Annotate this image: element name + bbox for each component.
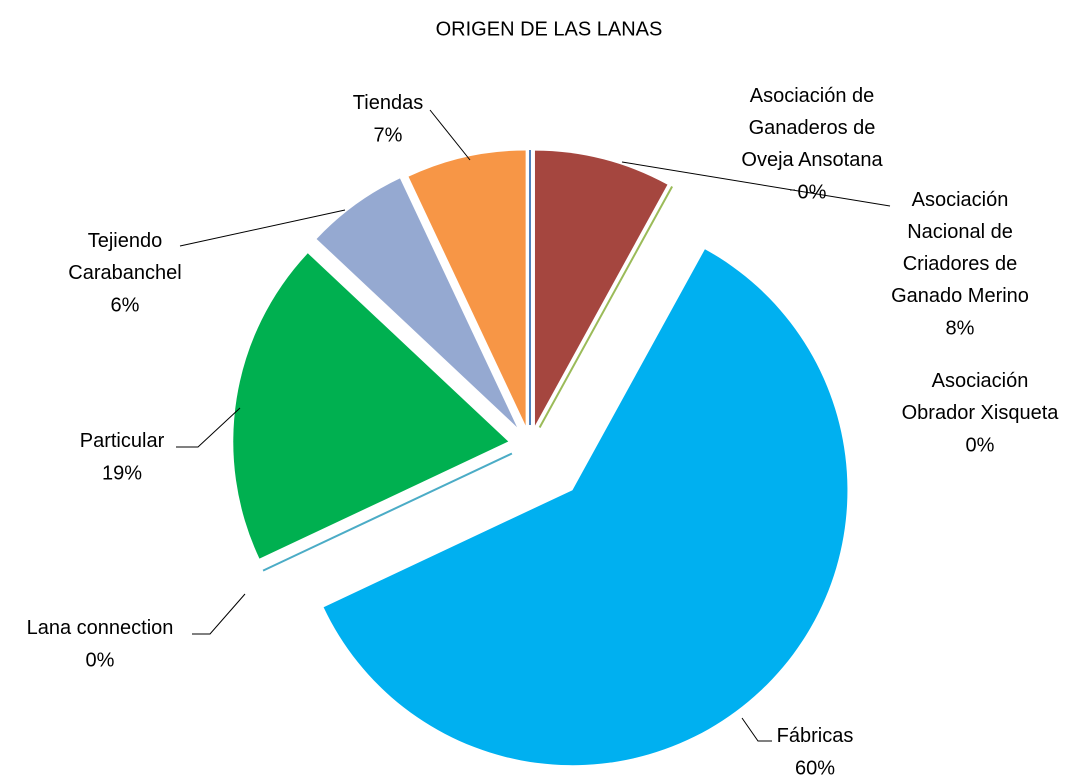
pie-slice xyxy=(408,150,526,426)
leader-line xyxy=(192,593,246,635)
pie-slice xyxy=(534,150,668,426)
data-label-name: Tejiendo Carabanchel xyxy=(68,230,181,284)
data-label-value: 0% xyxy=(86,649,115,671)
pie-slice xyxy=(316,178,518,428)
data-label-name: Asociación Obrador Xisqueta xyxy=(902,370,1060,424)
data-label-name: Particular xyxy=(80,430,165,452)
data-label-value: 19% xyxy=(102,462,142,484)
data-label-name: Lana connection xyxy=(27,617,174,639)
data-label-name: Fábricas xyxy=(777,725,854,747)
pie-slice xyxy=(262,452,513,572)
data-label-value: 8% xyxy=(946,317,975,339)
data-label-value: 6% xyxy=(111,294,140,316)
leader-line xyxy=(179,209,346,247)
data-label-name: Asociación de Ganaderos de Oveja Ansotana xyxy=(741,85,883,171)
data-label-name: Tiendas xyxy=(353,92,423,114)
data-label-value: 0% xyxy=(966,434,995,456)
data-label-name: Asociación Nacional de Criadores de Ganado … xyxy=(891,189,1029,307)
pie-slice xyxy=(233,253,509,559)
leader-line xyxy=(429,109,471,161)
leader-line xyxy=(741,717,772,742)
data-label-value: 7% xyxy=(374,124,403,146)
data-label-value: 0% xyxy=(798,181,827,203)
leader-line xyxy=(176,407,241,448)
data-label-value: 60% xyxy=(795,757,835,779)
chart-title: ORIGEN DE LAS LANAS xyxy=(436,18,663,40)
pie-slice xyxy=(538,186,673,428)
leader-line xyxy=(621,161,891,207)
pie-slice xyxy=(323,249,848,766)
